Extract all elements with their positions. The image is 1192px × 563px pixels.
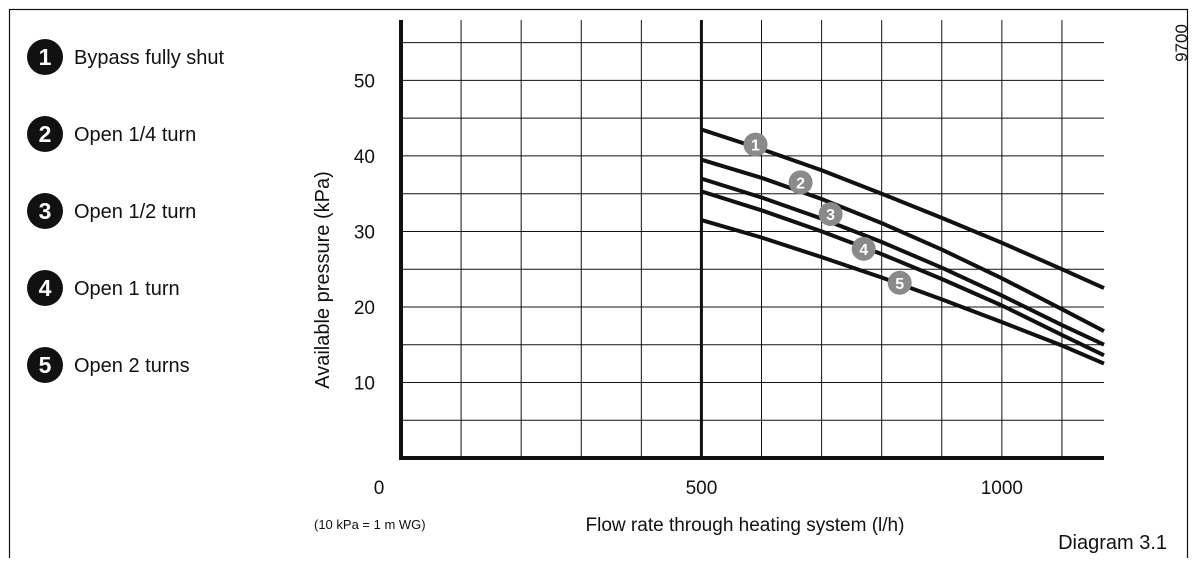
- series-badge-number: 5: [895, 276, 904, 293]
- series-badge-circle: [818, 202, 843, 227]
- legend-item-5: 5 Open 2 turns: [27, 347, 190, 383]
- x-tick-label: 1000: [981, 478, 1023, 499]
- diagram-caption: Diagram 3.1: [1058, 532, 1167, 554]
- x-tick-label: 0: [374, 478, 385, 499]
- legend-badge-number: 4: [39, 275, 52, 301]
- series-badge-number: 3: [826, 207, 835, 224]
- legend-badge: [27, 193, 63, 229]
- series-badge-number: 4: [859, 242, 868, 259]
- figure-border: [8, 8, 1189, 563]
- series-badge-number: 2: [796, 175, 805, 192]
- series-line-4: [700, 189, 1105, 358]
- legend-badge: [27, 347, 63, 383]
- chart-grid: [401, 20, 1104, 458]
- unit-note: (10 kPa = 1 m WG): [314, 517, 426, 532]
- y-tick-label: 50: [354, 71, 375, 92]
- series-badge-circle: [851, 236, 876, 261]
- series-badge-circle: [788, 170, 813, 195]
- legend-badge: [27, 270, 63, 306]
- series-badge-1: 1: [743, 132, 768, 157]
- y-tick-label: 40: [354, 147, 375, 168]
- legend-badge: [27, 39, 63, 75]
- legend-label: Open 1/4 turn: [74, 124, 196, 146]
- legend: 1 Bypass fully shut 2 Open 1/4 turn 3 Open 1/…: [27, 39, 225, 383]
- legend-badge-number: 3: [39, 198, 52, 224]
- y-tick-label: 20: [354, 298, 375, 319]
- legend-item-2: 2 Open 1/4 turn: [27, 116, 196, 152]
- series-line-5: [700, 218, 1105, 366]
- series-badge-2: 2: [788, 170, 813, 195]
- legend-label: Bypass fully shut: [74, 47, 225, 69]
- series-badge-number: 1: [751, 138, 760, 155]
- y-tick-label: 10: [354, 373, 375, 394]
- legend-badge: [27, 116, 63, 152]
- series-line-1: [700, 127, 1105, 290]
- legend-badge-number: 5: [39, 352, 52, 378]
- series-badge-circle: [887, 270, 912, 295]
- legend-item-3: 3 Open 1/2 turn: [27, 193, 196, 229]
- series-badge-3: 3: [818, 202, 843, 227]
- series-badge-4: 4: [851, 236, 876, 261]
- legend-item-1: 1 Bypass fully shut: [27, 39, 225, 75]
- legend-badge-number: 2: [39, 121, 52, 147]
- legend-item-4: 4 Open 1 turn: [27, 270, 180, 306]
- chart-series: [700, 127, 1105, 366]
- legend-label: Open 2 turns: [74, 355, 190, 377]
- chart-axes: [399, 20, 1104, 460]
- x-tick-label: 500: [686, 478, 718, 499]
- x-axis-label: Flow rate through heating system (l/h): [586, 515, 905, 536]
- legend-label: Open 1 turn: [74, 278, 180, 300]
- figure-code: 9700: [1172, 24, 1191, 62]
- series-line-2: [700, 157, 1105, 333]
- legend-label: Open 1/2 turn: [74, 201, 196, 223]
- series-line-3: [700, 176, 1105, 347]
- y-tick-label: 30: [354, 222, 375, 243]
- series-badges: 1 2 3 4 5: [743, 132, 912, 295]
- y-axis-label: Available pressure (kPa): [312, 171, 334, 389]
- legend-badge-number: 1: [39, 44, 52, 70]
- series-badge-5: 5: [887, 270, 912, 295]
- series-badge-circle: [743, 132, 768, 157]
